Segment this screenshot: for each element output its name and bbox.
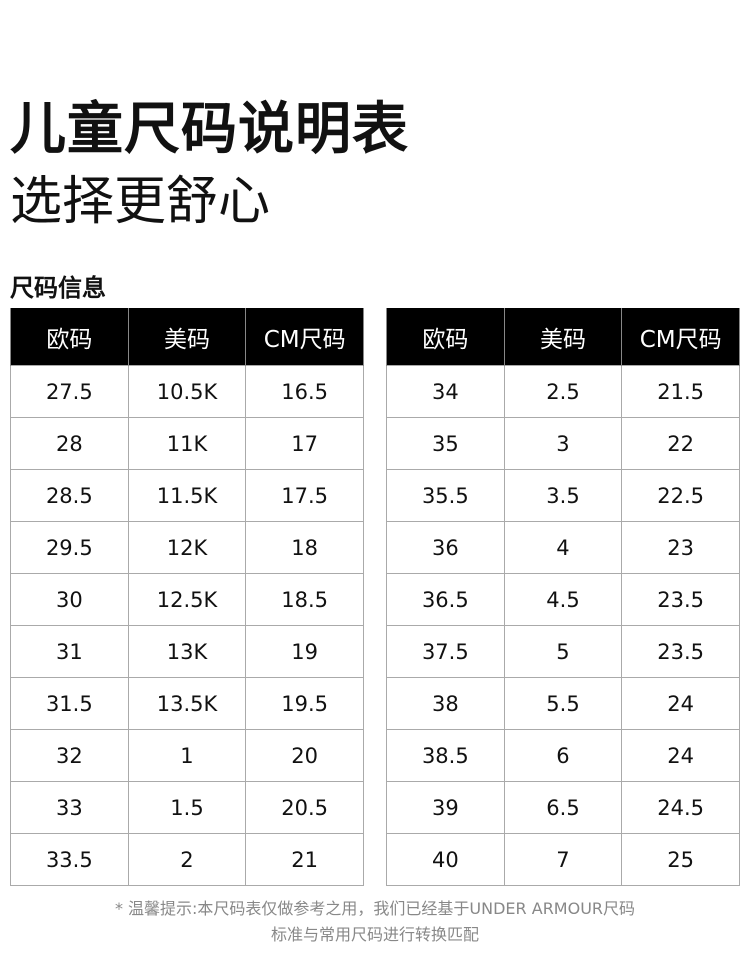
table-cell: 31.5: [10, 677, 129, 730]
table-cell: 30: [10, 573, 129, 626]
table-cell: 35.5: [386, 469, 505, 522]
table-cell: 36: [386, 521, 505, 574]
table-cell: 11.5K: [127, 469, 247, 522]
table-row: 28 11K 17: [10, 417, 364, 470]
table-cell: 34: [386, 365, 505, 418]
table-cell: 1: [127, 729, 247, 782]
column-header: 美码: [503, 308, 623, 366]
table-cell: 3.5: [503, 469, 623, 522]
table-cell: 19.5: [245, 677, 364, 730]
table-cell: 2.5: [503, 365, 623, 418]
column-header: 欧码: [386, 308, 505, 366]
table-cell: 27.5: [10, 365, 129, 418]
footer-line-1: * 温馨提示:本尺码表仅做参考之用，我们已经基于UNDER ARMOUR尺码: [114, 899, 636, 918]
size-table-right: 欧码 美码 CM尺码 34 2.5 21.5 35 3 22 35.5 3.5 22.5 36 4 23 36…: [386, 308, 740, 886]
table-cell: 31: [10, 625, 129, 678]
table-cell: 18.5: [245, 573, 364, 626]
table-cell: 17: [245, 417, 364, 470]
size-table-left: 欧码 美码 CM尺码 27.5 10.5K 16.5 28 11K 17 28.5 11.5K 17.…: [10, 308, 364, 886]
table-cell: 13.5K: [127, 677, 247, 730]
table-cell: 12K: [127, 521, 247, 574]
table-cell: 20: [245, 729, 364, 782]
table-cell: 38: [386, 677, 505, 730]
table-cell: 6.5: [503, 781, 623, 834]
table-cell: 32: [10, 729, 129, 782]
column-header: 美码: [127, 308, 247, 366]
table-row: 39 6.5 24.5: [386, 781, 740, 834]
table-cell: 39: [386, 781, 505, 834]
page-title: 儿童尺码说明表: [10, 97, 409, 162]
table-cell: 37.5: [386, 625, 505, 678]
table-cell: 35: [386, 417, 505, 470]
page-subtitle: 选择更舒心: [10, 172, 271, 232]
table-row: 30 12.5K 18.5: [10, 573, 364, 626]
table-cell: 33.5: [10, 833, 129, 886]
header-row: 欧码 美码 CM尺码: [10, 308, 364, 366]
table-cell: 10.5K: [127, 365, 247, 418]
table-row: 37.5 5 23.5: [386, 625, 740, 678]
table-cell: 16.5: [245, 365, 364, 418]
footer-note: * 温馨提示:本尺码表仅做参考之用，我们已经基于UNDER ARMOUR尺码 标…: [0, 896, 750, 948]
table-cell: 5.5: [503, 677, 623, 730]
table-row: 31.5 13.5K 19.5: [10, 677, 364, 730]
header-row: 欧码 美码 CM尺码: [386, 308, 740, 366]
table-cell: 21.5: [621, 365, 740, 418]
table-cell: 11K: [127, 417, 247, 470]
table-cell: 6: [503, 729, 623, 782]
table-cell: 33: [10, 781, 129, 834]
table-cell: 5: [503, 625, 623, 678]
table-cell: 24: [621, 677, 740, 730]
section-title: 尺码信息: [10, 274, 106, 302]
table-cell: 22.5: [621, 469, 740, 522]
table-row: 36 4 23: [386, 521, 740, 574]
table-cell: 7: [503, 833, 623, 886]
table-cell: 18: [245, 521, 364, 574]
table-cell: 24.5: [621, 781, 740, 834]
table-row: 33 1.5 20.5: [10, 781, 364, 834]
column-header: CM尺码: [621, 308, 740, 366]
table-row: 36.5 4.5 23.5: [386, 573, 740, 626]
table-cell: 25: [621, 833, 740, 886]
table-row: 35 3 22: [386, 417, 740, 470]
table-cell: 17.5: [245, 469, 364, 522]
table-cell: 12.5K: [127, 573, 247, 626]
table-row: 27.5 10.5K 16.5: [10, 365, 364, 418]
table-row: 40 7 25: [386, 833, 740, 886]
table-row: 38.5 6 24: [386, 729, 740, 782]
table-cell: 19: [245, 625, 364, 678]
table-row: 29.5 12K 18: [10, 521, 364, 574]
table-cell: 23: [621, 521, 740, 574]
table-row: 31 13K 19: [10, 625, 364, 678]
table-cell: 28: [10, 417, 129, 470]
table-row: 38 5.5 24: [386, 677, 740, 730]
table-cell: 23.5: [621, 573, 740, 626]
table-cell: 4.5: [503, 573, 623, 626]
table-cell: 28.5: [10, 469, 129, 522]
table-row: 35.5 3.5 22.5: [386, 469, 740, 522]
table-row: 28.5 11.5K 17.5: [10, 469, 364, 522]
table-row: 33.5 2 21: [10, 833, 364, 886]
table-cell: 13K: [127, 625, 247, 678]
footer-line-2: 标准与常用尺码进行转换匹配: [270, 925, 479, 944]
table-cell: 22: [621, 417, 740, 470]
column-header: 欧码: [10, 308, 129, 366]
table-cell: 2: [127, 833, 247, 886]
table-cell: 1.5: [127, 781, 247, 834]
table-cell: 4: [503, 521, 623, 574]
table-cell: 40: [386, 833, 505, 886]
table-cell: 38.5: [386, 729, 505, 782]
table-cell: 36.5: [386, 573, 505, 626]
table-row: 34 2.5 21.5: [386, 365, 740, 418]
table-cell: 24: [621, 729, 740, 782]
table-cell: 29.5: [10, 521, 129, 574]
table-cell: 23.5: [621, 625, 740, 678]
table-cell: 21: [245, 833, 364, 886]
table-cell: 3: [503, 417, 623, 470]
table-cell: 20.5: [245, 781, 364, 834]
table-row: 32 1 20: [10, 729, 364, 782]
column-header: CM尺码: [245, 308, 364, 366]
